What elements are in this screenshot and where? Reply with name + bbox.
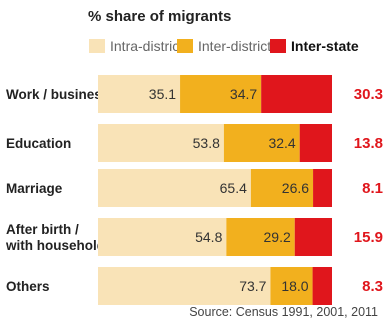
value-label-inter-district-after-birth-with-household: 29.2 bbox=[264, 229, 291, 245]
source-note: Source: Census 1991, 2001, 2011 bbox=[189, 305, 378, 319]
value-label-inter-state-marriage: 8.1 bbox=[362, 180, 383, 197]
value-label-intra-district-after-birth-with-household: 54.8 bbox=[195, 229, 222, 245]
value-label-intra-district-education: 53.8 bbox=[193, 135, 220, 151]
bar-intra-district-education bbox=[98, 124, 224, 162]
value-label-inter-state-others: 8.3 bbox=[362, 278, 383, 295]
bar-inter-state-work-business bbox=[261, 75, 332, 113]
chart-title: % share of migrants bbox=[88, 8, 232, 25]
category-label-line: After birth / bbox=[6, 222, 79, 237]
bar-intra-district-others bbox=[98, 267, 271, 305]
value-label-inter-district-education: 32.4 bbox=[268, 135, 295, 151]
legend-label-inter-state: Inter-state bbox=[291, 38, 359, 54]
bar-intra-district-work-business bbox=[98, 75, 181, 113]
value-label-inter-state-work-business: 30.3 bbox=[354, 86, 383, 103]
bar-inter-state-others bbox=[312, 267, 332, 305]
legend-swatch-intra-district bbox=[89, 39, 105, 53]
value-label-inter-state-education: 13.8 bbox=[354, 135, 383, 152]
category-label-work-business: Work / business bbox=[6, 87, 109, 102]
legend-item-intra-district: Intra-district bbox=[89, 36, 183, 56]
category-label-after-birth-with-household: After birth / with household bbox=[5, 222, 105, 253]
category-label-others: Others bbox=[6, 279, 50, 294]
value-label-intra-district-others: 73.7 bbox=[239, 278, 266, 294]
value-label-intra-district-marriage: 65.4 bbox=[220, 180, 247, 196]
category-label-education: Education bbox=[6, 136, 71, 151]
legend-item-inter-district: Inter-district bbox=[177, 36, 271, 56]
legend-swatch-inter-district bbox=[177, 39, 193, 53]
legend-label-inter-district: Inter-district bbox=[198, 38, 272, 54]
value-label-inter-state-after-birth-with-household: 15.9 bbox=[354, 229, 383, 246]
bar-inter-district-work-business bbox=[180, 75, 262, 113]
bar-inter-state-education bbox=[299, 124, 332, 162]
bar-inter-district-education bbox=[223, 124, 300, 162]
bar-intra-district-after-birth-with-household bbox=[98, 218, 227, 256]
legend-label-intra-district: Intra-district bbox=[110, 38, 184, 54]
category-label-marriage: Marriage bbox=[6, 181, 63, 196]
bar-inter-district-marriage bbox=[250, 169, 314, 207]
bar-inter-state-after-birth-with-household bbox=[294, 218, 332, 256]
value-label-inter-district-work-business: 34.7 bbox=[230, 86, 257, 102]
category-label-line: with household bbox=[5, 238, 105, 253]
value-label-inter-district-marriage: 26.6 bbox=[282, 180, 309, 196]
value-label-intra-district-work-business: 35.1 bbox=[149, 86, 176, 102]
bar-inter-district-others bbox=[270, 267, 313, 305]
value-label-inter-district-others: 18.0 bbox=[281, 278, 308, 294]
bar-intra-district-marriage bbox=[98, 169, 251, 207]
legend-swatch-inter-state bbox=[270, 39, 286, 53]
bar-inter-district-after-birth-with-household bbox=[226, 218, 295, 256]
bar-inter-state-marriage bbox=[313, 169, 332, 207]
legend-item-inter-state: Inter-state bbox=[270, 36, 359, 56]
